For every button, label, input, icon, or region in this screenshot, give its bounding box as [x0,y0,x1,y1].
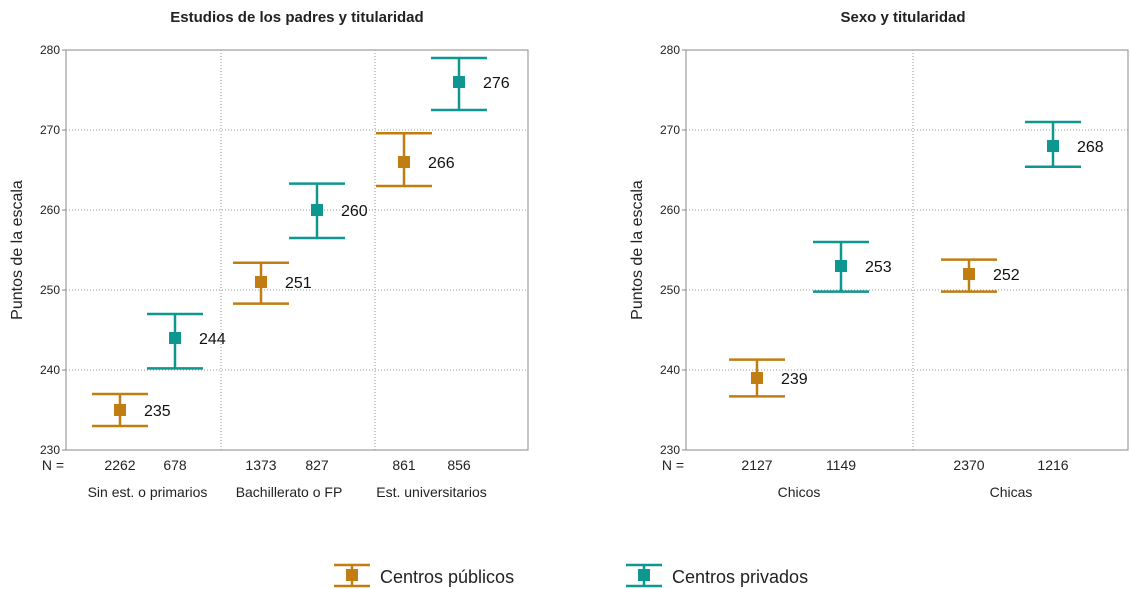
data-label: 244 [199,331,226,348]
legend-label: Centros públicos [380,567,514,587]
mean-marker [453,76,465,88]
legend-marker [638,569,650,581]
n-value: 1373 [245,457,276,473]
mean-marker [311,204,323,216]
mean-marker [114,404,126,416]
mean-marker [398,156,410,168]
mean-marker [1047,140,1059,152]
y-tick-label: 280 [40,43,60,57]
category-label: Sin est. o primarios [88,484,208,500]
y-tick-label: 260 [660,203,680,217]
y-tick-label: 240 [660,363,680,377]
mean-marker [963,268,975,280]
n-value: 861 [392,457,416,473]
n-value: 1216 [1037,457,1068,473]
y-tick-label: 280 [660,43,680,57]
errorbar-public: 252 [941,258,1020,293]
n-value: 856 [447,457,471,473]
legend-marker [346,569,358,581]
data-label: 251 [285,275,312,292]
legend: Centros públicos Centros privados [334,563,808,588]
chart-title: Sexo y titularidad [840,9,965,26]
chart-panel-1: Estudios de los padres y titularidad 230 2… [9,9,529,500]
mean-marker [169,332,181,344]
mean-marker [255,276,267,288]
plot-frame [685,49,1129,451]
data-label: 252 [993,267,1020,284]
y-tick-label: 260 [40,203,60,217]
errorbar-public: 235 [92,392,171,428]
errorbar-public: 251 [233,261,312,305]
n-value: 2262 [104,457,135,473]
y-tick-label: 250 [660,283,680,297]
y-axis-label: Puntos de la escala [629,180,646,320]
errorbar-public: 266 [376,131,455,188]
n-value: 2127 [741,457,772,473]
data-label: 239 [781,371,808,388]
legend-item-private: Centros privados [626,563,808,588]
category-label: Chicos [778,484,821,500]
legend-label: Centros privados [672,567,808,587]
data-label: 253 [865,259,892,276]
data-label: 268 [1077,139,1104,156]
category-label: Bachillerato o FP [236,484,343,500]
y-tick-label: 230 [40,443,60,457]
n-value: 827 [305,457,329,473]
errorbar-private: 253 [813,240,892,293]
category-label: Chicas [990,484,1033,500]
errorbar-private: 276 [431,56,510,112]
y-tick-label: 250 [40,283,60,297]
mean-marker [751,372,763,384]
n-value: 1149 [826,457,856,473]
errorbar-private: 268 [1025,120,1104,169]
mean-marker [835,260,847,272]
errorbar-public: 239 [729,358,808,398]
y-tick-label: 230 [660,443,680,457]
n-label: N = [662,457,684,473]
category-label: Est. universitarios [376,484,486,500]
data-label: 266 [428,155,455,172]
data-label: 235 [144,403,171,420]
plot-frame [65,49,529,451]
n-value: 2370 [953,457,984,473]
n-label: N = [42,457,64,473]
chart-title: Estudios de los padres y titularidad [170,9,423,26]
y-axis-label: Puntos de la escala [9,180,26,320]
data-label: 276 [483,75,510,92]
data-label: 260 [341,203,368,220]
errorbar-private: 244 [147,312,226,370]
y-tick-label: 240 [40,363,60,377]
errorbar-private: 260 [289,182,368,240]
legend-item-public: Centros públicos [334,563,514,588]
n-value: 678 [163,457,187,473]
y-tick-label: 270 [40,123,60,137]
y-tick-label: 270 [660,123,680,137]
chart-panel-2: Sexo y titularidad 230 240 250 260 270 280 Punt… [629,9,1129,500]
